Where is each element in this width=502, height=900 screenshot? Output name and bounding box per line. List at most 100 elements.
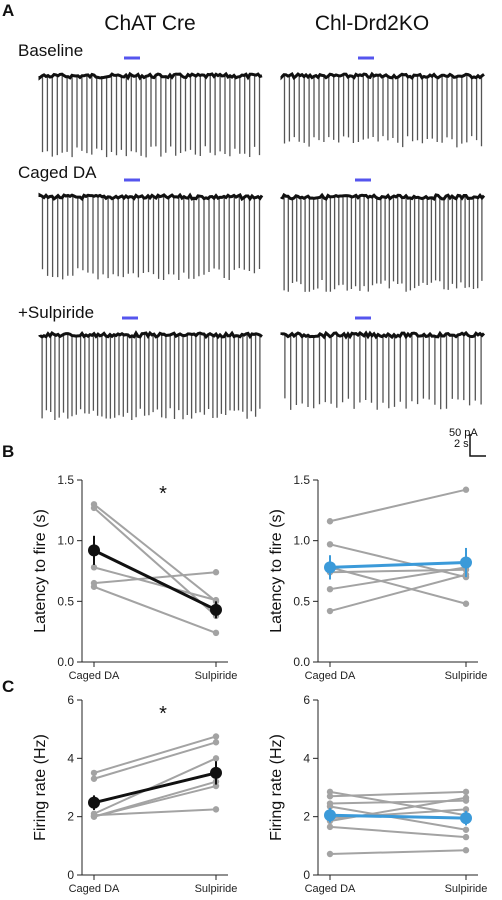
individual-point-b-right-4-0 bbox=[326, 586, 334, 593]
chart-c-right-ko: 0 2 4 6 Caged DA Sulpiride Firing rate (Hz) bbox=[268, 693, 487, 895]
baseline-trace-r0-c0 bbox=[38, 71, 263, 81]
y-tick-label-b-left-2: 1.0 bbox=[57, 534, 74, 548]
individual-point-c-left-1-0 bbox=[90, 775, 98, 782]
chart-c-left-chat: 0 2 4 6 Caged DA Sulpiride Firing rate (Hz) * bbox=[32, 693, 237, 895]
individual-line-b-left-4 bbox=[93, 585, 217, 634]
individual-line-b-right-2 bbox=[329, 566, 467, 605]
individual-point-c-right-6-1 bbox=[462, 833, 470, 841]
x-tick-label-c-right-1: Sulpiride bbox=[445, 883, 488, 895]
y-tick-label-c-right-1: 2 bbox=[303, 810, 310, 824]
individual-point-b-left-2-1 bbox=[212, 596, 220, 604]
individual-line-b-right-5 bbox=[329, 573, 467, 613]
spike-train-r0-c1 bbox=[283, 76, 483, 148]
spike-train-r2-c1 bbox=[284, 335, 482, 410]
spike-train-r0-c0 bbox=[41, 76, 261, 158]
y-axis-label-b-right: Latency to fire (s) bbox=[268, 509, 285, 633]
mean-point-c-left-0 bbox=[88, 796, 100, 809]
col-title-chat-cre: ChAT Cre bbox=[104, 12, 195, 35]
mean-point-b-left-1 bbox=[210, 603, 222, 616]
baseline-trace-r1-c0 bbox=[38, 192, 264, 202]
spike-train-r1-c0 bbox=[41, 197, 261, 280]
y-tick-label-c-left-1: 2 bbox=[67, 810, 74, 824]
individual-point-b-left-1-0 bbox=[90, 504, 98, 512]
mean-point-c-right-1 bbox=[460, 812, 472, 825]
chart-b-right-ko: 0.0 0.5 1.0 1.5 Caged DA Sulpiride Latency to … bbox=[268, 473, 487, 682]
baseline-trace-r1-c1 bbox=[280, 192, 486, 201]
individual-line-b-left-0 bbox=[93, 503, 217, 603]
x-tick-label-c-left-0: Caged DA bbox=[69, 883, 120, 895]
panel-c-label: C bbox=[2, 677, 14, 696]
individual-point-b-left-4-0 bbox=[90, 583, 98, 590]
individual-line-c-left-1 bbox=[93, 741, 217, 780]
col-title-chl-drd2ko: Chl-Drd2KO bbox=[315, 12, 429, 35]
mean-line-b-left bbox=[93, 549, 217, 612]
y-tick-label-c-left-2: 4 bbox=[67, 751, 74, 765]
individual-point-c-left-0-0 bbox=[90, 769, 98, 777]
spike-train-r1-c1 bbox=[283, 197, 483, 292]
individual-point-c-left-5-1 bbox=[212, 806, 220, 813]
x-tick-label-b-right-1: Sulpiride bbox=[445, 670, 488, 682]
y-tick-label-b-right-0: 0.0 bbox=[293, 655, 310, 669]
mean-point-b-left-0 bbox=[88, 544, 100, 557]
individual-point-b-right-0-0 bbox=[326, 518, 334, 525]
individual-line-c-right-6 bbox=[329, 825, 467, 839]
individual-line-c-left-4 bbox=[93, 785, 217, 818]
baseline-trace-r2-c1 bbox=[280, 330, 486, 340]
x-tick-label-c-left-1: Sulpiride bbox=[195, 883, 238, 895]
mean-line-c-left bbox=[93, 771, 217, 805]
significance-marker-c-left: * bbox=[159, 703, 167, 725]
individual-line-b-left-3 bbox=[93, 571, 217, 585]
individual-point-c-left-0-1 bbox=[212, 733, 220, 740]
y-tick-label-c-right-3: 6 bbox=[303, 693, 310, 707]
mean-point-c-right-0 bbox=[324, 809, 336, 822]
y-axis-label-b-left: Latency to fire (s) bbox=[32, 509, 49, 633]
individual-point-b-right-0-1 bbox=[462, 486, 470, 493]
panel-a-label: A bbox=[2, 1, 14, 20]
individual-line-c-left-2 bbox=[93, 757, 217, 815]
x-tick-label-b-left-0: Caged DA bbox=[69, 670, 120, 682]
individual-point-b-right-5-0 bbox=[326, 607, 334, 615]
individual-line-b-right-0 bbox=[329, 488, 467, 523]
voltage-traces bbox=[38, 56, 486, 420]
individual-point-b-right-2-1 bbox=[462, 600, 470, 607]
baseline-trace-r2-c0 bbox=[38, 330, 263, 340]
row-label-sulpiride: +Sulpiride bbox=[18, 303, 94, 322]
individual-point-c-right-7-1 bbox=[462, 847, 470, 854]
individual-point-c-right-7-0 bbox=[326, 850, 334, 858]
x-tick-label-b-left-1: Sulpiride bbox=[195, 670, 238, 682]
scale-bar: 50 pA 2 s bbox=[449, 427, 486, 457]
individual-point-c-left-1-1 bbox=[212, 739, 220, 746]
y-tick-label-b-left-3: 1.5 bbox=[57, 473, 74, 487]
y-axis-label-c-right: Firing rate (Hz) bbox=[268, 734, 285, 841]
y-tick-label-c-left-0: 0 bbox=[67, 868, 74, 882]
individual-point-c-right-5-1 bbox=[462, 794, 470, 801]
y-axis-label-c-left: Firing rate (Hz) bbox=[32, 734, 49, 841]
y-tick-label-c-right-0: 0 bbox=[303, 868, 310, 882]
individual-point-c-right-6-0 bbox=[326, 823, 334, 831]
x-tick-label-c-right-0: Caged DA bbox=[305, 883, 356, 895]
individual-line-c-right-7 bbox=[329, 849, 467, 855]
individual-point-c-left-5-0 bbox=[90, 812, 98, 819]
y-tick-label-b-left-1: 0.5 bbox=[57, 594, 74, 608]
spike-train-r2-c0 bbox=[41, 335, 261, 420]
y-tick-label-c-right-2: 4 bbox=[303, 751, 310, 765]
individual-point-c-right-1-0 bbox=[326, 793, 334, 800]
scale-bar-x-label: 2 s bbox=[454, 438, 469, 450]
row-label-caged-da: Caged DA bbox=[18, 163, 97, 182]
individual-point-c-left-4-1 bbox=[212, 782, 220, 790]
baseline-trace-r0-c1 bbox=[280, 71, 485, 81]
mean-point-b-right-0 bbox=[324, 561, 336, 574]
individual-point-b-left-2-0 bbox=[90, 564, 98, 571]
scale-bar-y-label: 50 pA bbox=[449, 427, 478, 439]
individual-point-b-right-1-0 bbox=[326, 541, 334, 548]
individual-line-b-right-4 bbox=[329, 566, 467, 591]
individual-point-c-right-0-0 bbox=[326, 788, 334, 796]
scale-bar-lines bbox=[469, 434, 486, 457]
individual-point-b-left-4-1 bbox=[212, 629, 220, 637]
individual-point-c-right-3-0 bbox=[326, 803, 334, 810]
y-tick-label-b-left-0: 0.0 bbox=[57, 655, 74, 669]
x-tick-label-b-right-0: Caged DA bbox=[305, 670, 356, 682]
individual-line-c-left-5 bbox=[93, 808, 217, 817]
panel-b-label: B bbox=[2, 442, 14, 461]
individual-line-c-right-1 bbox=[329, 790, 467, 798]
